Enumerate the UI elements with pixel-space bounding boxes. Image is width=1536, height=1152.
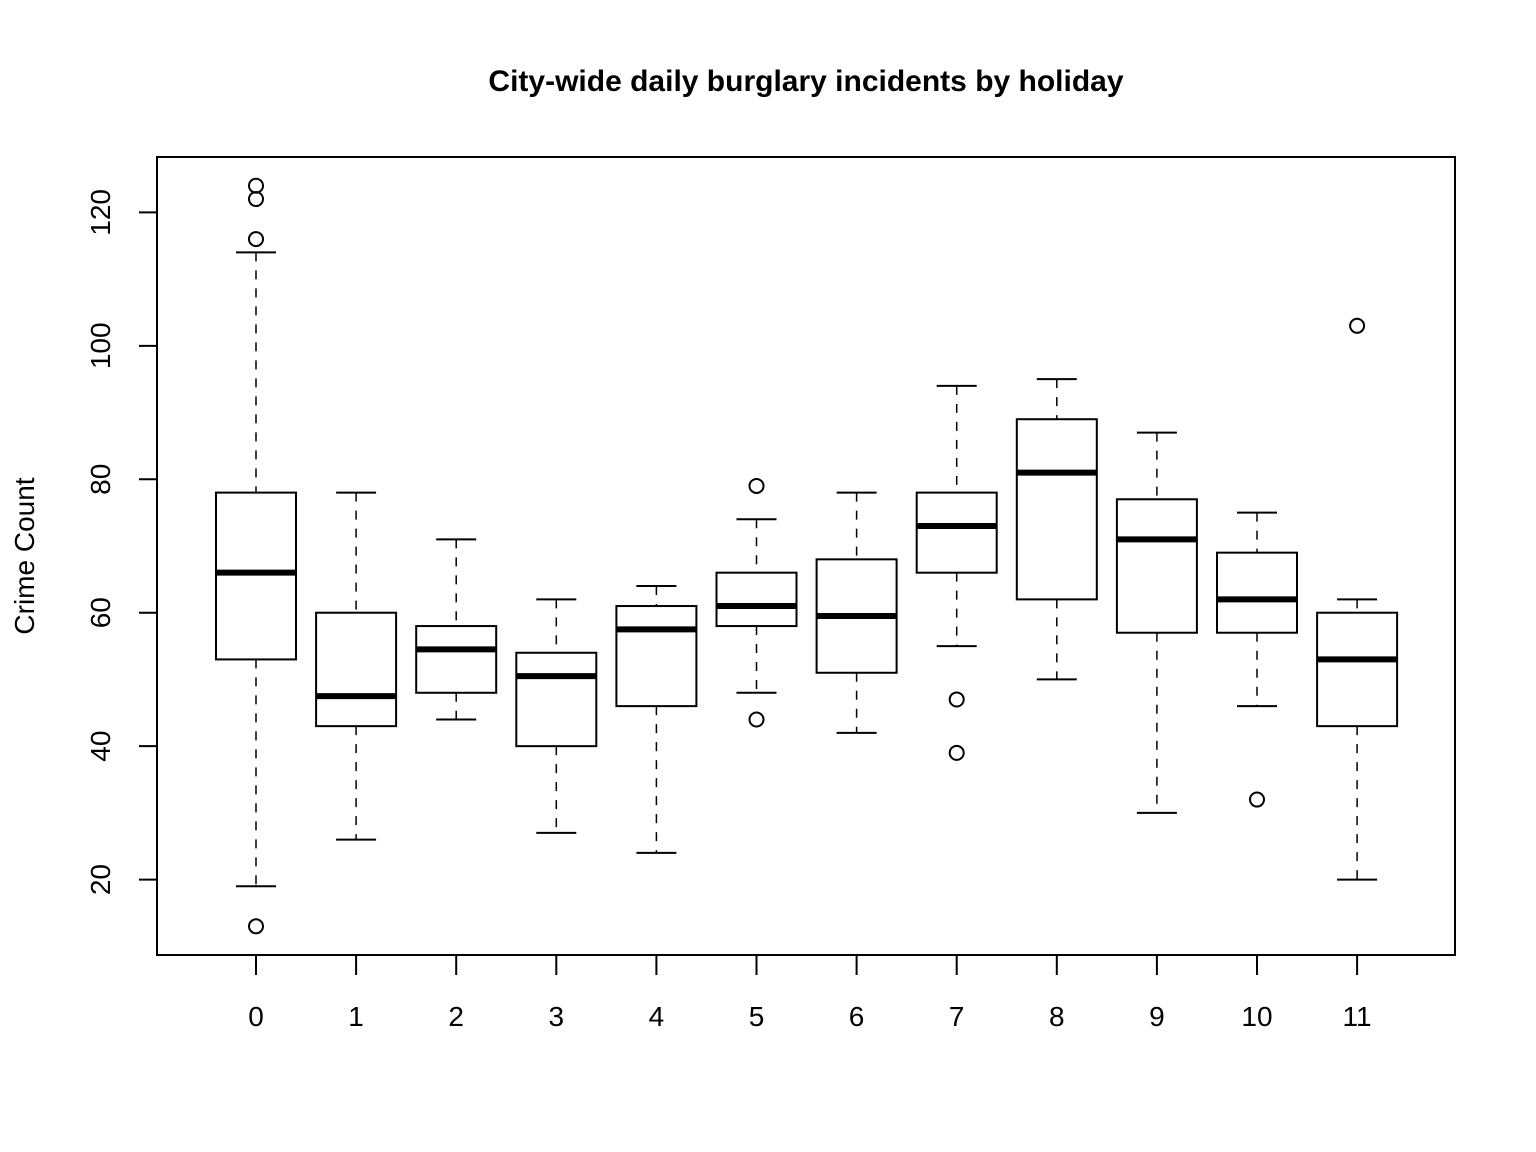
x-tick-label-8: 8 <box>1049 1001 1065 1032</box>
box-2 <box>415 538 498 721</box>
x-tick-label-10: 10 <box>1241 1001 1272 1032</box>
y-axis-label: Crime Count <box>9 477 40 634</box>
x-tick-label-4: 4 <box>649 1001 665 1032</box>
x-axis: 0 1 2 3 4 5 6 7 8 9 10 11 <box>248 954 1372 1032</box>
box-11 <box>1316 317 1399 881</box>
box-4 <box>615 585 698 854</box>
x-tick-label-6: 6 <box>849 1001 865 1032</box>
x-tick-label-7: 7 <box>949 1001 965 1032</box>
outlier-0-1 <box>248 231 264 248</box>
y-tick-label-40: 40 <box>85 731 116 762</box>
iqr-box-5 <box>715 571 798 628</box>
box-10 <box>1216 511 1298 808</box>
box-9 <box>1115 431 1198 814</box>
y-tick-label-80: 80 <box>85 464 116 495</box>
box-6 <box>815 491 898 734</box>
iqr-box-10 <box>1216 551 1298 634</box>
x-tick-label-5: 5 <box>749 1001 765 1032</box>
outlier-5-1 <box>748 477 765 494</box>
outlier-7-0 <box>948 744 965 761</box>
outlier-5-0 <box>748 711 765 728</box>
x-tick-label-0: 0 <box>248 1001 264 1032</box>
iqr-box-8 <box>1015 418 1098 601</box>
iqr-box-3 <box>515 651 598 748</box>
outlier-0-3 <box>248 177 264 194</box>
iqr-box-9 <box>1115 498 1198 634</box>
boxes-group <box>215 177 1399 935</box>
iqr-box-4 <box>615 605 698 708</box>
box-8 <box>1015 378 1098 681</box>
iqr-box-1 <box>315 611 398 728</box>
x-tick-label-1: 1 <box>348 1001 364 1032</box>
iqr-box-11 <box>1316 611 1399 728</box>
x-tick-label-2: 2 <box>448 1001 464 1032</box>
outlier-0-2 <box>248 191 264 208</box>
outlier-7-1 <box>948 691 965 708</box>
y-tick-label-120: 120 <box>85 189 116 236</box>
outlier-11-0 <box>1349 317 1366 334</box>
outlier-0-0 <box>248 918 264 935</box>
box-0 <box>215 177 297 935</box>
box-1 <box>315 491 398 841</box>
y-tick-label-20: 20 <box>85 864 116 895</box>
y-tick-label-60: 60 <box>85 597 116 628</box>
chart-title: City-wide daily burglary incidents by ho… <box>488 65 1123 98</box>
iqr-box-7 <box>915 491 998 574</box>
outlier-10-0 <box>1249 791 1265 808</box>
box-3 <box>515 598 598 834</box>
iqr-box-2 <box>415 625 498 694</box>
box-5 <box>715 477 798 728</box>
y-tick-label-100: 100 <box>85 322 116 369</box>
iqr-box-0 <box>215 491 297 661</box>
y-axis: 20 40 60 80 100 120 <box>85 189 158 895</box>
x-tick-label-11: 11 <box>1343 1001 1372 1032</box>
x-tick-label-9: 9 <box>1149 1001 1165 1032</box>
x-tick-label-3: 3 <box>549 1001 565 1032</box>
box-7 <box>915 384 998 761</box>
